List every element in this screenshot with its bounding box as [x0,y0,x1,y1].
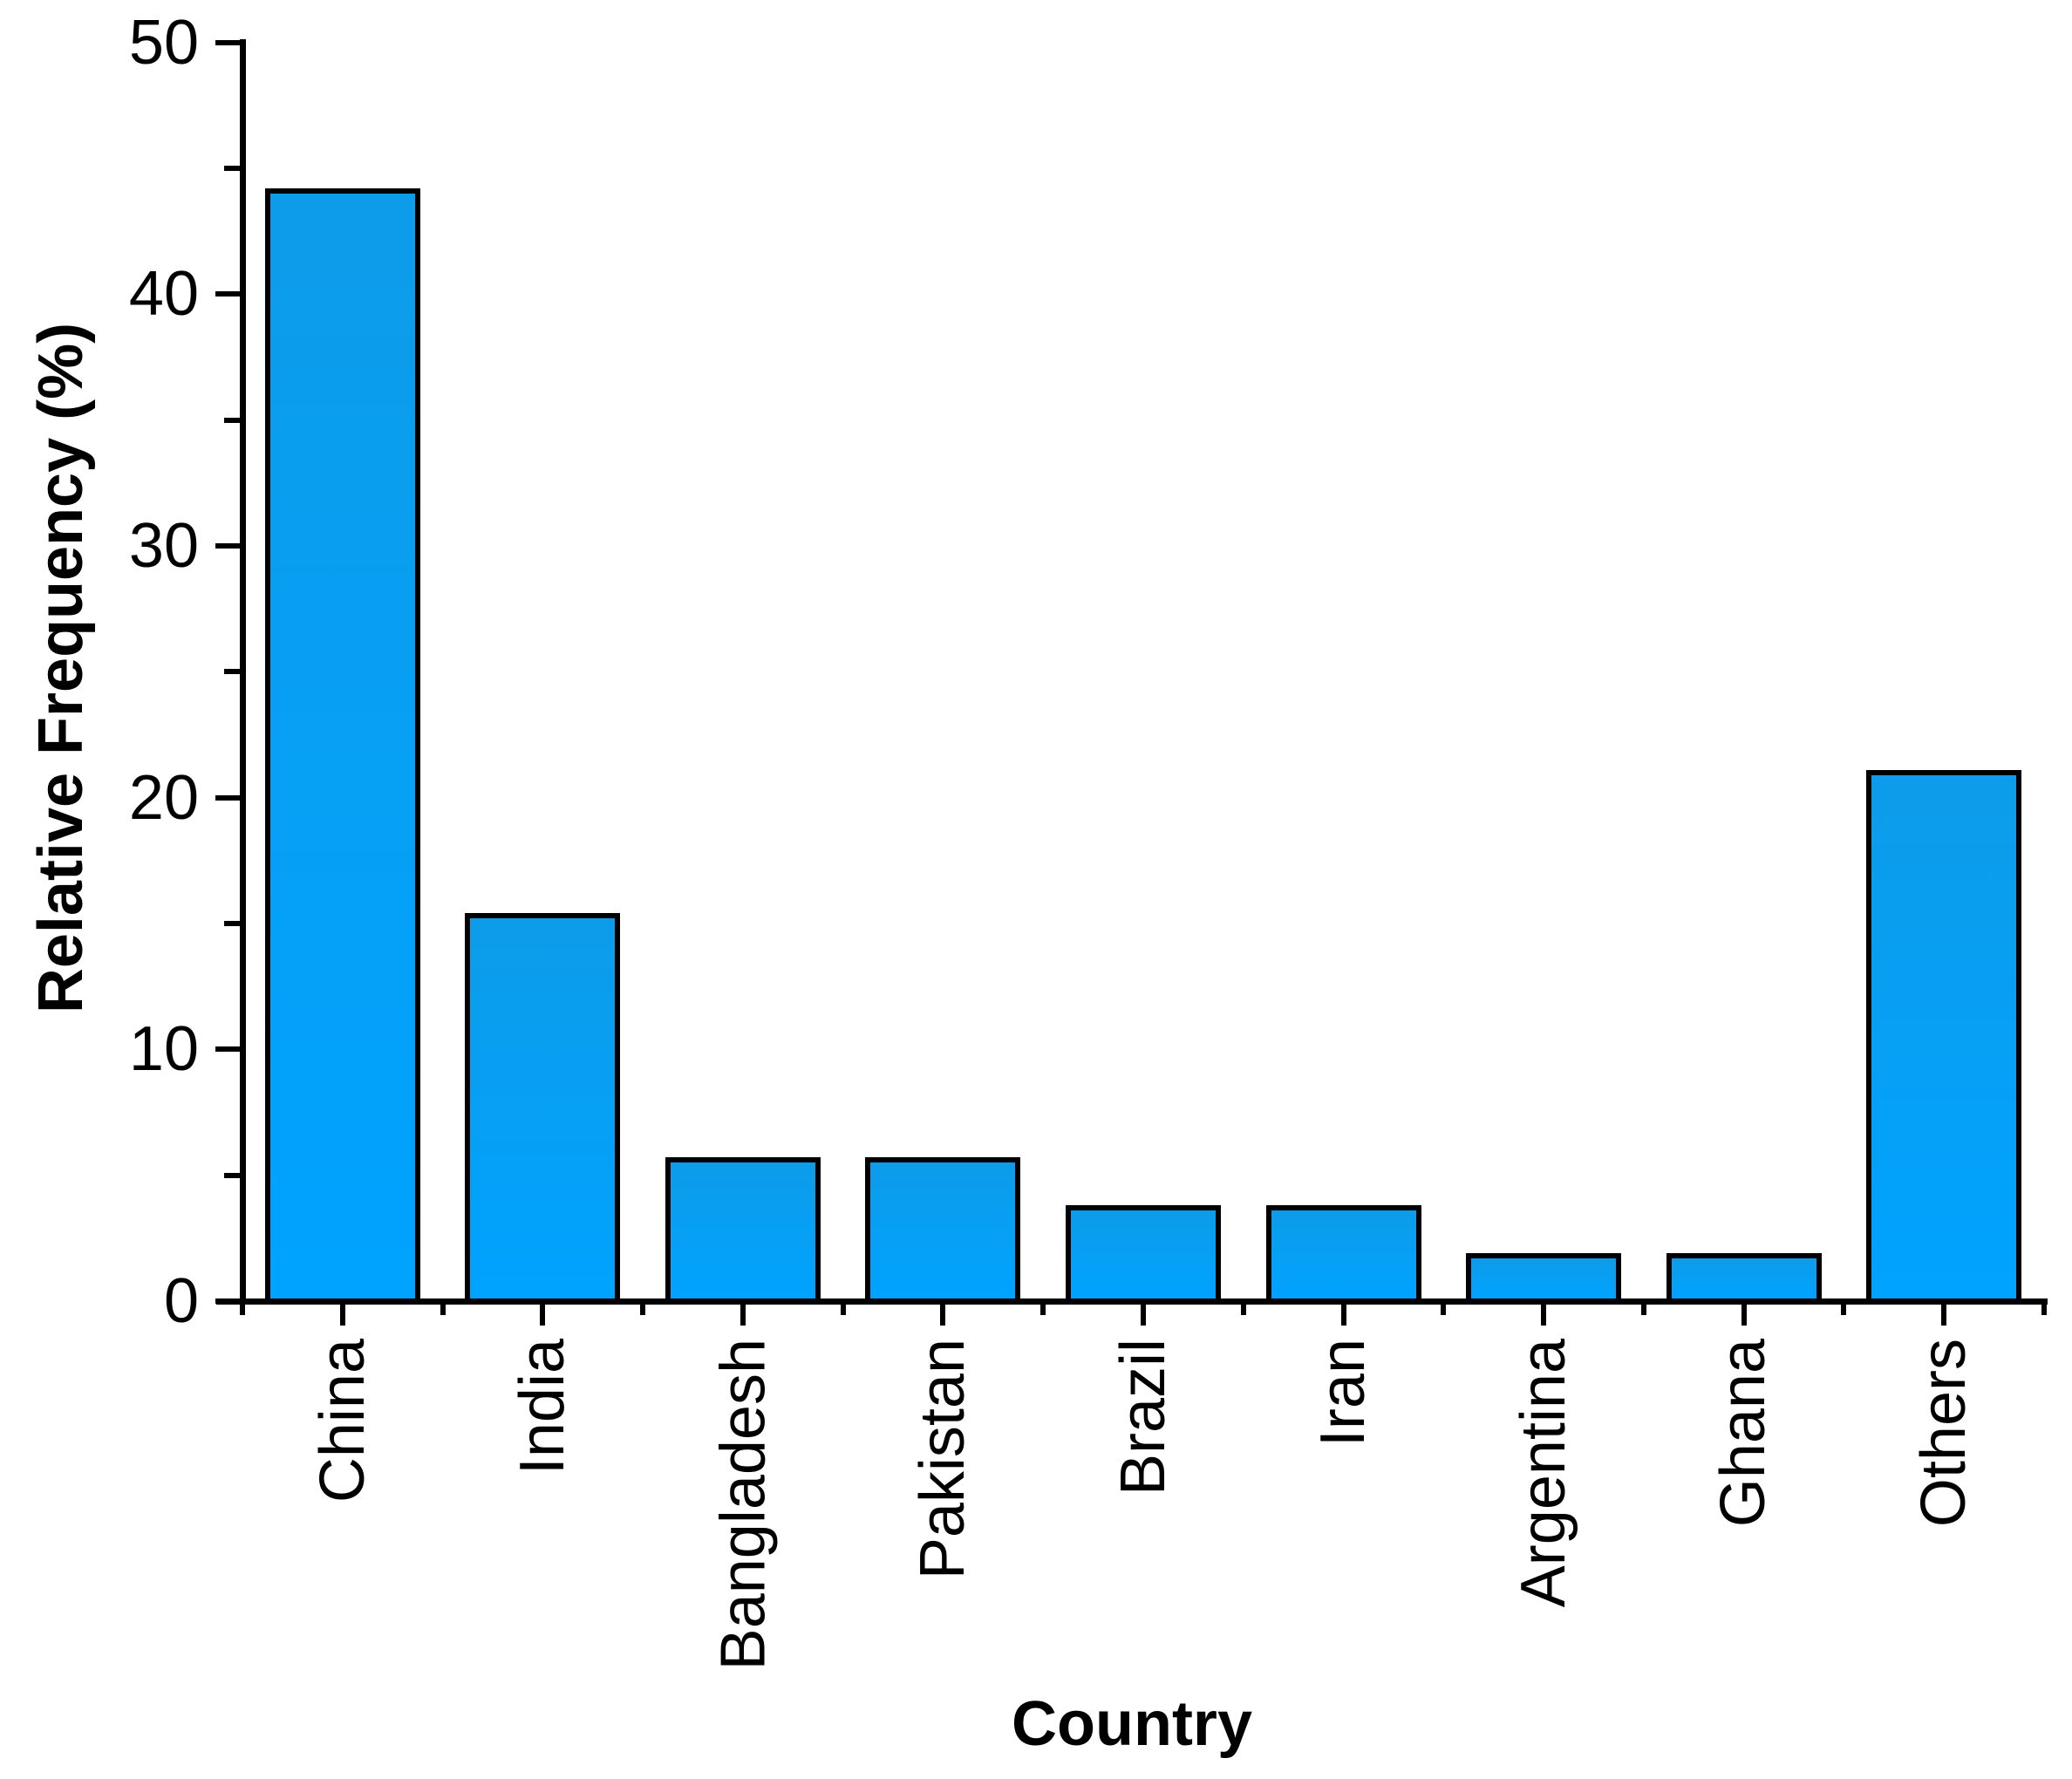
x-major-tick [1941,1301,1947,1326]
x-boundary-tick [2041,1301,2047,1315]
y-tick-label: 40 [128,259,199,330]
x-boundary-tick [840,1301,846,1315]
y-tick-label: 30 [128,510,199,581]
x-major-tick [1141,1301,1146,1326]
y-axis-title: Relative Frequency (%) [26,322,96,1014]
x-major-tick [740,1301,746,1326]
bar-bangladesh [665,1157,821,1304]
y-major-tick [215,542,240,549]
bar-others [1866,769,2022,1304]
bar-brazil [1066,1205,1221,1304]
x-tick-label-india: India [508,1339,578,1476]
bar-china [264,187,420,1304]
y-axis-line [240,39,246,1305]
x-boundary-tick [640,1301,646,1315]
y-minor-tick [224,417,240,423]
x-major-tick [940,1301,946,1326]
x-tick-label-pakistan: Pakistan [908,1339,978,1580]
x-boundary-tick [1040,1301,1046,1315]
y-tick-label: 0 [163,1266,199,1336]
x-tick-label-bangladesh: Bangladesh [707,1339,778,1671]
y-minor-tick [224,165,240,171]
bar-india [465,913,621,1304]
x-tick-label-others: Others [1909,1339,1980,1528]
y-major-tick [215,1046,240,1053]
x-boundary-tick [1240,1301,1246,1315]
x-major-tick [339,1301,345,1326]
x-axis-title: Country [1012,1689,1252,1759]
y-major-tick [215,39,240,45]
x-tick-label-ghana: Ghana [1708,1339,1779,1528]
y-minor-tick [224,920,240,926]
x-boundary-tick [1640,1301,1646,1315]
x-tick-label-argentina: Argentina [1509,1339,1579,1608]
x-boundary-tick [1841,1301,1847,1315]
x-major-tick [540,1301,546,1326]
x-major-tick [1541,1301,1547,1326]
y-tick-label: 20 [128,762,199,833]
x-major-tick [1741,1301,1747,1326]
x-boundary-tick [1441,1301,1447,1315]
y-major-tick [215,291,240,297]
bar-iran [1265,1205,1421,1304]
y-minor-tick [224,1172,240,1178]
y-major-tick [215,794,240,801]
y-minor-tick [224,669,240,675]
x-axis-line [216,1298,2048,1305]
x-major-tick [1340,1301,1346,1326]
y-tick-label: 10 [128,1014,199,1085]
bar-pakistan [865,1157,1021,1304]
bar-argentina [1466,1253,1622,1304]
x-tick-label-iran: Iran [1308,1339,1379,1448]
y-tick-label: 50 [128,7,199,78]
bar-ghana [1666,1253,1822,1304]
x-boundary-tick [240,1301,245,1315]
x-tick-label-china: China [307,1339,378,1503]
x-boundary-tick [440,1301,446,1315]
x-tick-label-brazil: Brazil [1108,1339,1178,1496]
